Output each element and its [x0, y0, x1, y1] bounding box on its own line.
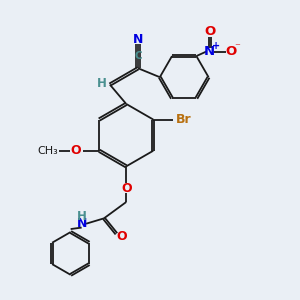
Text: ⁻: ⁻: [234, 42, 240, 52]
Text: CH₃: CH₃: [38, 146, 58, 156]
Text: O: O: [116, 230, 127, 243]
Text: Br: Br: [176, 113, 191, 126]
Text: H: H: [97, 76, 106, 90]
Text: O: O: [226, 45, 237, 58]
Text: N: N: [204, 45, 215, 58]
Text: N: N: [133, 33, 143, 46]
Text: C: C: [134, 51, 142, 61]
Text: H: H: [77, 210, 87, 223]
Text: +: +: [212, 41, 220, 51]
Text: O: O: [204, 25, 215, 38]
Text: N: N: [76, 217, 87, 230]
Text: O: O: [71, 144, 81, 157]
Text: O: O: [121, 182, 131, 194]
